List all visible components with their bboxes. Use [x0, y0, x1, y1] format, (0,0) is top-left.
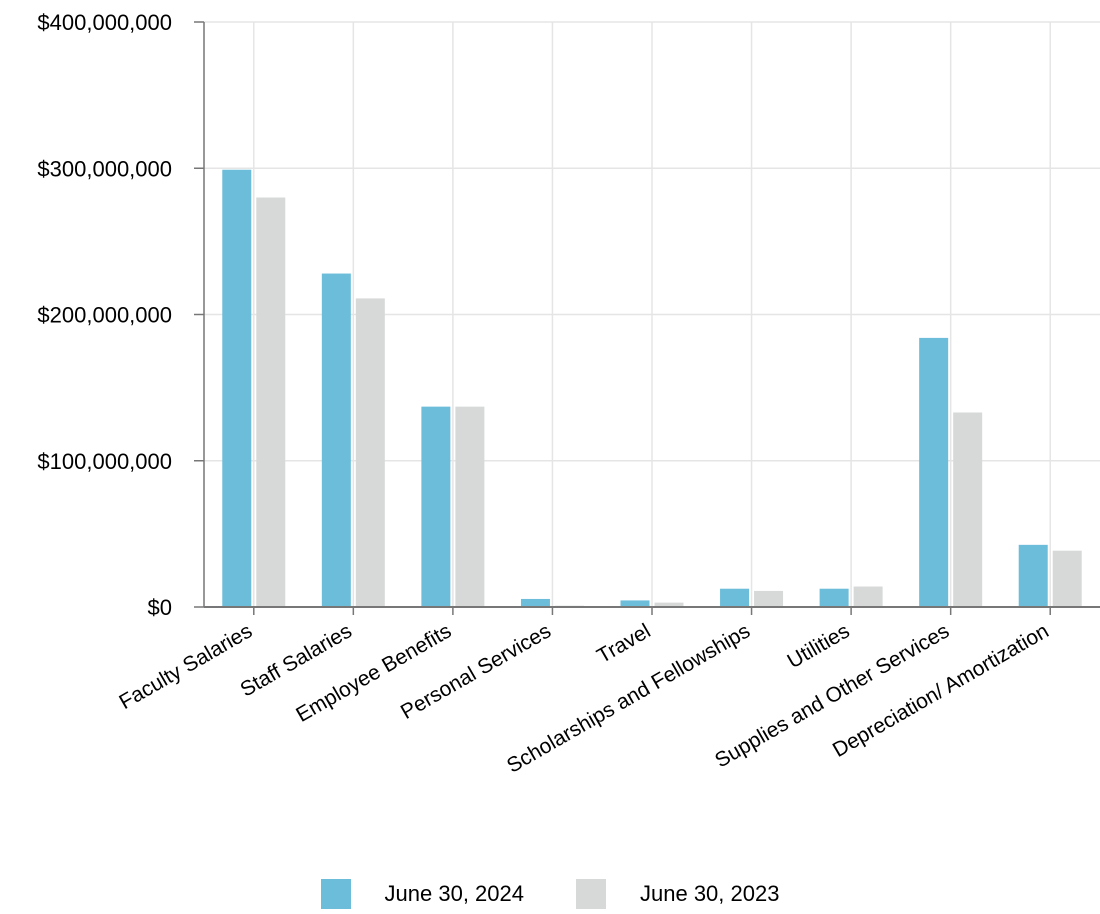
- bar-2024-0: [222, 169, 252, 607]
- bar-2023-5: [754, 590, 784, 607]
- bar-chart: $0 $100,000,000 $200,000,000 $300,000,000 $4…: [37, 10, 1100, 778]
- y-tick-label: $300,000,000: [37, 156, 172, 181]
- bars: [222, 169, 1082, 607]
- legend-swatch-2023: [576, 879, 606, 909]
- legend-label-2024: June 30, 2024: [384, 881, 524, 906]
- legend: June 30, 2024 June 30, 2023: [0, 874, 1100, 914]
- x-category-label: Travel: [593, 619, 654, 668]
- bar-2023-6: [853, 586, 883, 607]
- legend-label-2023: June 30, 2023: [640, 881, 780, 906]
- bar-2023-2: [455, 406, 485, 607]
- bar-2024-7: [919, 337, 949, 607]
- y-tick-label: $100,000,000: [37, 449, 172, 474]
- legend-item-2023: June 30, 2023: [576, 879, 779, 909]
- bar-2024-1: [321, 273, 351, 607]
- y-tick-label: $400,000,000: [37, 10, 172, 35]
- bar-2024-8: [1018, 544, 1048, 607]
- gridlines: [204, 21, 1100, 607]
- y-tick-label: $200,000,000: [37, 303, 172, 328]
- bar-2023-1: [355, 298, 385, 607]
- bar-2023-7: [953, 412, 983, 607]
- bar-2024-6: [819, 588, 849, 607]
- bar-2024-3: [520, 598, 550, 607]
- bar-2023-4: [654, 602, 684, 607]
- legend-item-2024: June 30, 2024: [320, 879, 524, 909]
- y-tick-labels: $0 $100,000,000 $200,000,000 $300,000,000 $4…: [37, 10, 172, 620]
- bar-2024-2: [421, 406, 451, 607]
- bar-2024-5: [720, 588, 750, 607]
- bar-2023-0: [256, 197, 286, 607]
- x-category-label: Utilities: [783, 619, 853, 673]
- bar-2024-4: [620, 600, 650, 607]
- axes: [194, 21, 1100, 615]
- x-category-label: Faculty Salaries: [115, 619, 256, 714]
- y-tick-label: $0: [148, 595, 172, 620]
- bar-2023-8: [1052, 550, 1082, 607]
- legend-swatch-2024: [320, 879, 351, 909]
